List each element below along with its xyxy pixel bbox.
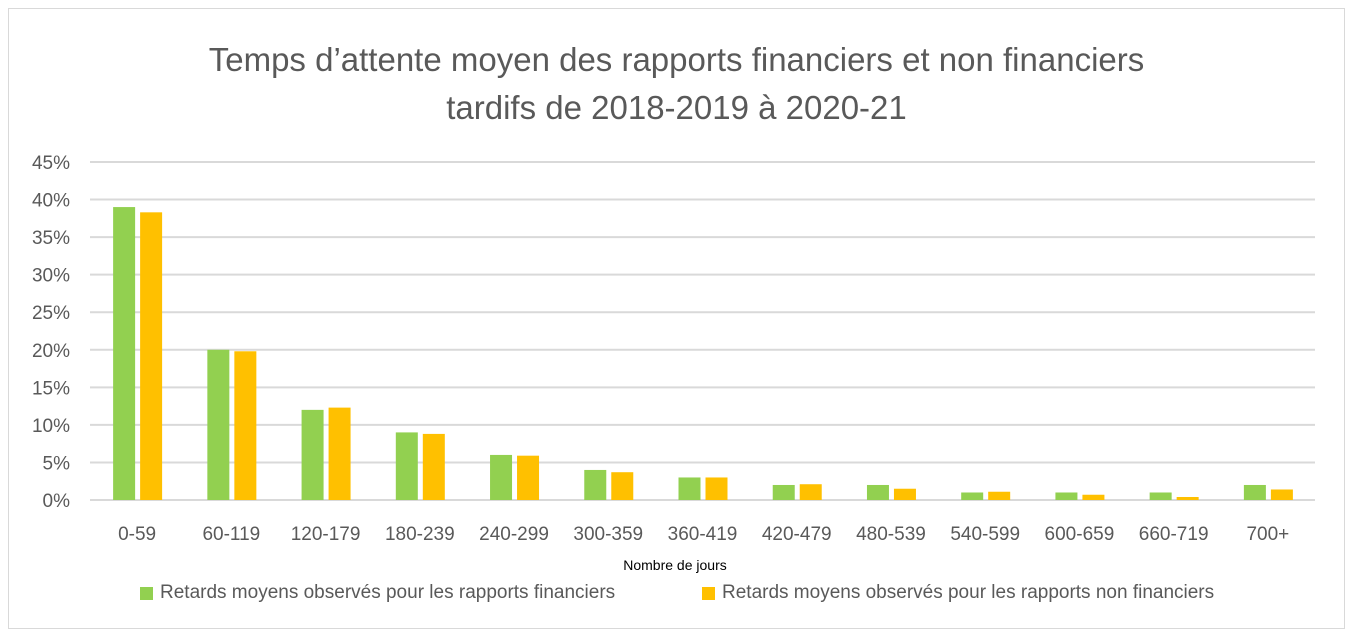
x-tick-label: 120-179	[291, 524, 361, 545]
bar-non-financial	[893, 488, 916, 500]
bar-financial	[772, 484, 795, 500]
bar-financial	[395, 432, 418, 500]
x-tick-label: 240-299	[479, 524, 549, 545]
y-tick-label: 0%	[43, 491, 71, 512]
bar-financial	[113, 207, 136, 501]
x-tick-label: 540-599	[950, 524, 1020, 545]
bar-financial	[1149, 492, 1172, 500]
y-tick-label: 15%	[32, 378, 70, 399]
chart-title-line-1: Temps d’attente moyen des rapports finan…	[208, 41, 1145, 78]
y-tick-label: 35%	[32, 228, 70, 249]
bar-non-financial	[611, 472, 634, 500]
x-tick-label: 0-59	[118, 524, 156, 545]
legend-label-financial: Retards moyens observés pour les rapport…	[160, 582, 616, 603]
bar-non-financial	[422, 433, 445, 500]
x-tick-label: 300-359	[573, 524, 643, 545]
bar-non-financial	[1082, 494, 1105, 500]
chart-title: Temps d’attente moyen des rapports finan…	[0, 36, 1353, 132]
y-tick-label: 45%	[32, 153, 70, 174]
bar-financial	[584, 469, 607, 500]
x-tick-label: 600-659	[1045, 524, 1115, 545]
bar-non-financial	[328, 407, 351, 500]
bar-non-financial	[705, 477, 728, 500]
x-tick-label: 480-539	[856, 524, 926, 545]
bar-non-financial	[1270, 489, 1293, 500]
x-tick-label: 700+	[1246, 524, 1289, 545]
y-tick-label: 20%	[32, 341, 70, 362]
bar-non-financial	[140, 212, 163, 500]
chart-title-line-2: tardifs de 2018-2019 à 2020-21	[446, 89, 907, 126]
x-tick-label: 360-419	[668, 524, 738, 545]
legend-item-financial: Retards moyens observés pour les rapport…	[140, 582, 615, 604]
bar-financial	[678, 477, 701, 500]
bar-financial	[961, 492, 984, 500]
y-tick-label: 5%	[43, 453, 71, 474]
legend-label-non-financial: Retards moyens observés pour les rapport…	[722, 582, 1215, 603]
bar-non-financial	[1176, 496, 1199, 500]
x-tick-label: 420-479	[762, 524, 832, 545]
bar-financial	[1055, 492, 1078, 500]
bar-financial	[866, 484, 889, 500]
legend-swatch-financial	[140, 586, 153, 600]
y-tick-label: 10%	[32, 416, 70, 437]
bar-non-financial	[799, 484, 822, 500]
x-axis-label: Nombre de jours	[623, 557, 727, 573]
bar-financial	[301, 409, 324, 500]
bar-non-financial	[988, 491, 1011, 500]
bar-non-financial	[234, 351, 257, 500]
x-tick-label: 660-719	[1139, 524, 1209, 545]
bar-financial	[1243, 484, 1266, 500]
y-tick-label: 25%	[32, 303, 70, 324]
chart-frame	[8, 8, 1345, 629]
bar-financial	[207, 349, 230, 500]
bar-non-financial	[517, 455, 540, 500]
x-tick-label: 60-119	[202, 524, 260, 545]
y-tick-label: 40%	[32, 191, 70, 212]
legend-item-non-financial: Retards moyens observés pour les rapport…	[702, 582, 1214, 604]
x-tick-label: 180-239	[385, 524, 455, 545]
y-tick-label: 30%	[32, 266, 70, 287]
legend-swatch-non-financial	[702, 586, 715, 600]
bar-financial	[490, 454, 513, 500]
